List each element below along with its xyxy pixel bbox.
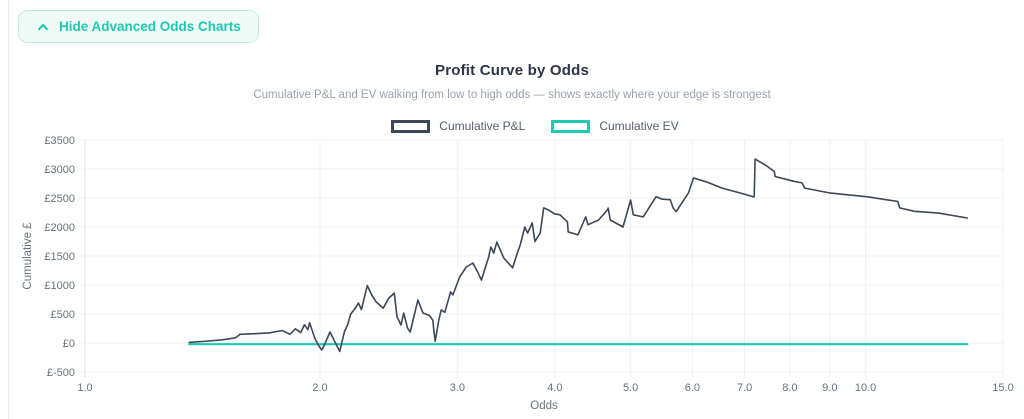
y-tick-label: £500 — [51, 309, 75, 321]
chart-subtitle: Cumulative P&L and EV walking from low t… — [253, 89, 771, 101]
y-tick-label: £-500 — [47, 367, 75, 379]
legend-item-cumulative-ev[interactable]: Cumulative EV — [551, 119, 679, 133]
y-tick-label: £0 — [63, 338, 75, 350]
ev-legend-label: Cumulative EV — [599, 119, 679, 133]
pnl-legend-label: Cumulative P&L — [439, 119, 526, 133]
pnl-legend-swatch — [391, 119, 431, 133]
y-tick-label: £3000 — [44, 164, 75, 176]
legend-item-cumulative-pnl[interactable]: Cumulative P&L — [391, 119, 525, 133]
x-tick-label: 4.0 — [547, 382, 562, 394]
x-tick-label: 2.0 — [312, 382, 327, 394]
y-tick-label: £2000 — [44, 222, 75, 234]
y-tick-label: £3500 — [44, 135, 75, 147]
chart-header: Profit Curve by Odds Cumulative P&L and … — [0, 62, 1024, 101]
left-border — [8, 0, 9, 419]
y-tick-label: £2500 — [44, 193, 75, 205]
x-tick-label: 9.0 — [822, 382, 837, 394]
x-tick-label: 7.0 — [737, 382, 752, 394]
x-axis-title: Odds — [530, 400, 558, 412]
x-tick-label: 15.0 — [992, 382, 1013, 394]
y-tick-label: £1500 — [44, 251, 75, 263]
chart-legend: Cumulative P&L Cumulative EV — [23, 119, 1024, 133]
x-tick-label: 5.0 — [623, 382, 638, 394]
x-tick-label: 3.0 — [450, 382, 465, 394]
x-tick-label: 1.0 — [77, 382, 92, 394]
hide-advanced-odds-charts-button[interactable]: Hide Advanced Odds Charts — [18, 10, 259, 43]
x-tick-label: 6.0 — [685, 382, 700, 394]
toggle-button-label: Hide Advanced Odds Charts — [59, 19, 241, 34]
cumulative-pnl-line — [188, 158, 969, 353]
y-axis-title: Cumulative £ — [22, 222, 34, 290]
y-tick-label: £1000 — [44, 280, 75, 292]
chevron-up-icon — [38, 23, 48, 30]
x-tick-label: 10.0 — [855, 382, 876, 394]
x-tick-label: 8.0 — [782, 382, 797, 394]
chart-title: Profit Curve by Odds — [434, 62, 590, 79]
ev-legend-swatch — [551, 119, 591, 133]
